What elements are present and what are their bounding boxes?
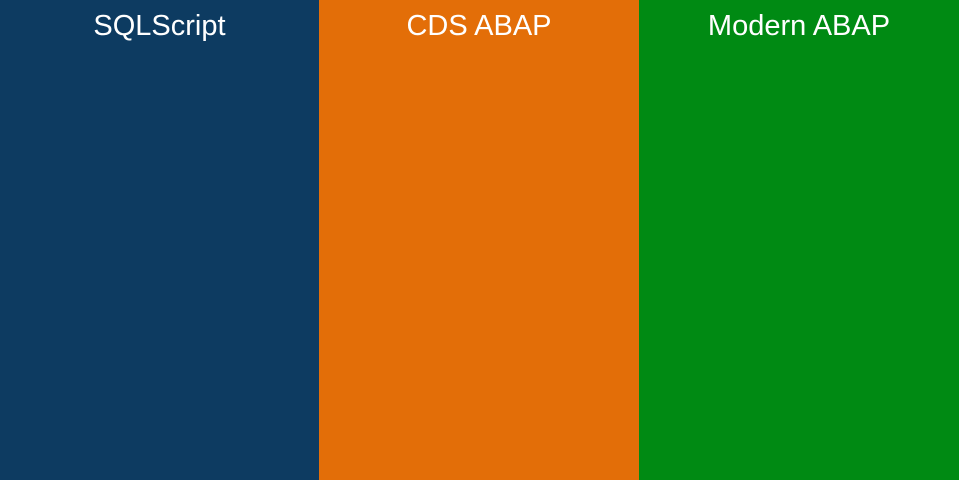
column-title: Modern ABAP bbox=[707, 10, 891, 42]
column: SQLScript bbox=[0, 0, 319, 480]
column: Modern ABAP bbox=[639, 0, 959, 480]
column-title: SQLScript bbox=[93, 10, 226, 42]
column: CDS ABAP bbox=[319, 0, 639, 480]
column-title: CDS ABAP bbox=[406, 10, 552, 42]
